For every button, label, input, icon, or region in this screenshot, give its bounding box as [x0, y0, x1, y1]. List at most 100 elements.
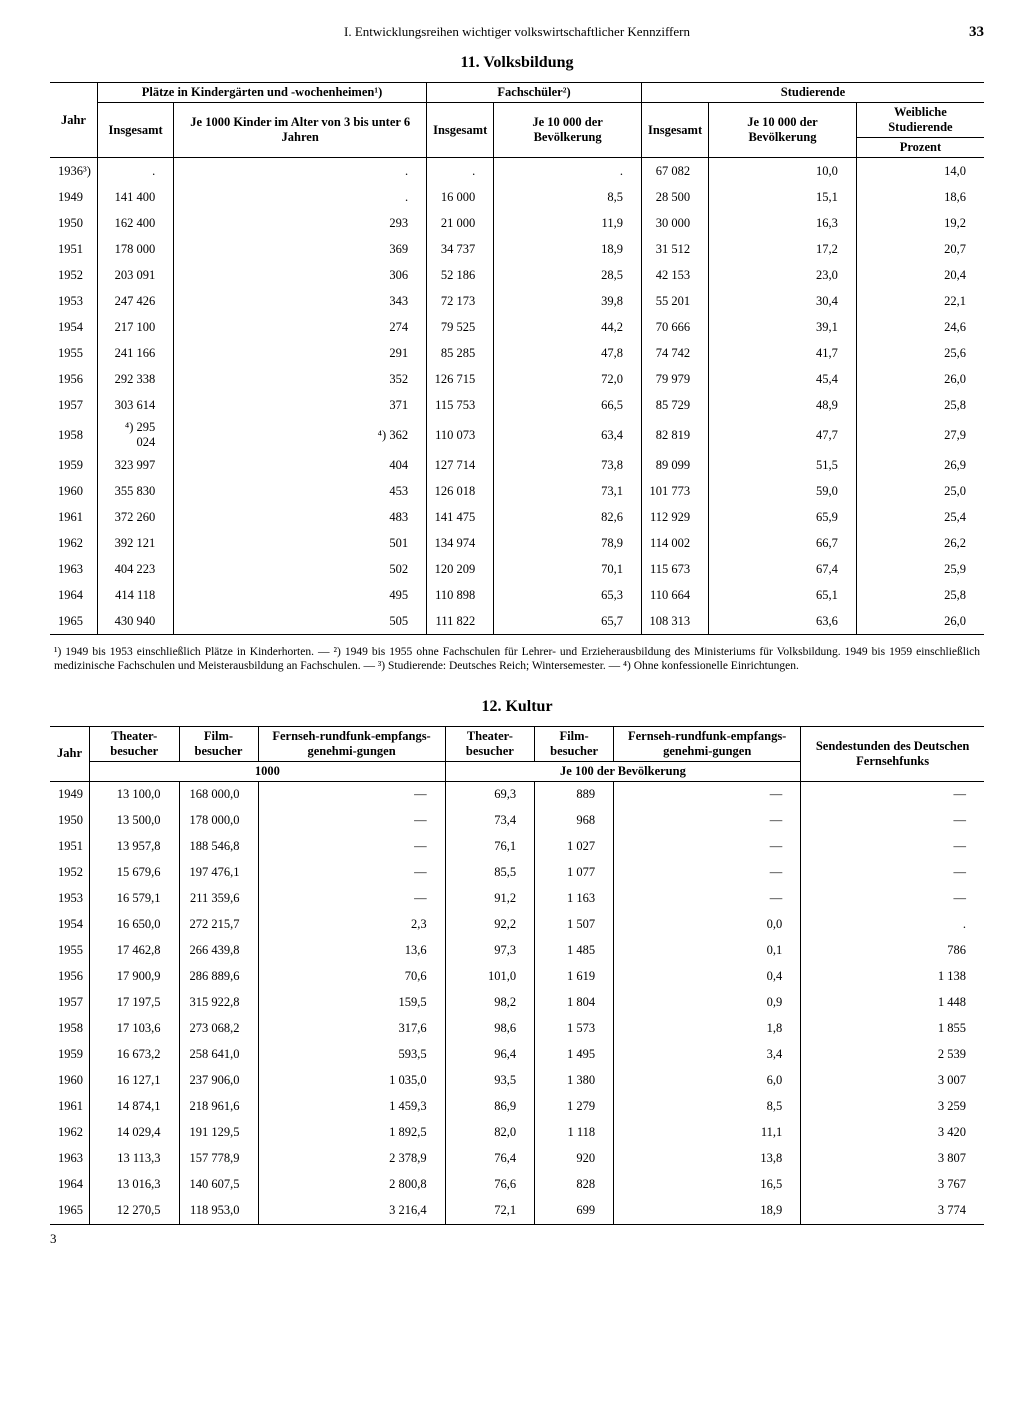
cell-value: 120 209: [427, 556, 494, 582]
cell-value: 25,9: [856, 556, 984, 582]
cell-year: 1957: [50, 392, 97, 418]
cell-value: 0,1: [614, 938, 801, 964]
cell-year: 1962: [50, 530, 97, 556]
cell-value: 110 073: [427, 418, 494, 452]
cell-value: 15 679,6: [90, 860, 180, 886]
cell-value: 65,9: [709, 504, 857, 530]
col12-th2: Theater-besucher: [445, 726, 535, 761]
cell-value: 13 113,3: [90, 1146, 180, 1172]
cell-value: 13 957,8: [90, 834, 180, 860]
cell-value: 1 485: [535, 938, 614, 964]
cell-value: 1 077: [535, 860, 614, 886]
cell-value: 13 016,3: [90, 1172, 180, 1198]
table-row: 196214 029,4191 129,51 892,582,01 11811,…: [50, 1120, 984, 1146]
table-row: 196313 113,3157 778,92 378,976,492013,83…: [50, 1146, 984, 1172]
col-fs-per: Je 10 000 der Bevölkerung: [494, 103, 642, 158]
cell-year: 1965: [50, 608, 97, 635]
cell-value: 73,4: [445, 808, 535, 834]
cell-value: 3 420: [801, 1120, 984, 1146]
cell-value: 85,5: [445, 860, 535, 886]
table-11: Jahr Plätze in Kindergärten und -wochenh…: [50, 82, 984, 635]
cell-value: 3 774: [801, 1198, 984, 1225]
cell-value: 41,7: [709, 340, 857, 366]
col-kg-per: Je 1000 Kinder im Alter von 3 bis unter …: [174, 103, 427, 158]
cell-value: 96,4: [445, 1042, 535, 1068]
cell-year: 1955: [50, 938, 90, 964]
col12-th: Theater-besucher: [90, 726, 180, 761]
cell-year: 1965: [50, 1198, 90, 1225]
table-row: 195113 957,8188 546,8—76,11 027——: [50, 834, 984, 860]
cell-value: 16 127,1: [90, 1068, 180, 1094]
cell-value: 93,5: [445, 1068, 535, 1094]
cell-value: 39,8: [494, 288, 642, 314]
col-st: Studierende: [641, 83, 984, 103]
cell-value: 197 476,1: [179, 860, 258, 886]
cell-year: 1959: [50, 452, 97, 478]
cell-value: 8,5: [614, 1094, 801, 1120]
col12-u2: Je 100 der Bevölkerung: [445, 761, 801, 781]
cell-value: —: [614, 781, 801, 808]
cell-value: 101 773: [641, 478, 708, 504]
cell-value: 98,6: [445, 1016, 535, 1042]
cell-year: 1963: [50, 556, 97, 582]
cell-value: 1 855: [801, 1016, 984, 1042]
cell-value: 13,6: [258, 938, 445, 964]
cell-value: 272 215,7: [179, 912, 258, 938]
table-row: 196413 016,3140 607,52 800,876,682816,53…: [50, 1172, 984, 1198]
cell-value: —: [801, 781, 984, 808]
table-row: 196016 127,1237 906,01 035,093,51 3806,0…: [50, 1068, 984, 1094]
cell-value: 404: [174, 452, 427, 478]
cell-value: 13 500,0: [90, 808, 180, 834]
cell-value: 1 035,0: [258, 1068, 445, 1094]
cell-value: 30 000: [641, 210, 708, 236]
cell-value: 1 892,5: [258, 1120, 445, 1146]
cell-value: .: [97, 158, 173, 185]
table-row: 1956292 338352126 71572,079 97945,426,0: [50, 366, 984, 392]
cell-value: 1 619: [535, 964, 614, 990]
cell-value: 1 163: [535, 886, 614, 912]
table-row: 1959323 997404127 71473,889 09951,526,9: [50, 452, 984, 478]
cell-value: 3,4: [614, 1042, 801, 1068]
cell-value: 2 800,8: [258, 1172, 445, 1198]
cell-value: 16 673,2: [90, 1042, 180, 1068]
cell-value: 25,4: [856, 504, 984, 530]
cell-year: 1950: [50, 210, 97, 236]
cell-value: 828: [535, 1172, 614, 1198]
cell-value: 76,4: [445, 1146, 535, 1172]
cell-value: 3 216,4: [258, 1198, 445, 1225]
section-12-title: 12. Kultur: [50, 698, 984, 716]
cell-value: 1 138: [801, 964, 984, 990]
cell-value: 141 475: [427, 504, 494, 530]
cell-value: 76,1: [445, 834, 535, 860]
cell-value: 273 068,2: [179, 1016, 258, 1042]
cell-value: 26,2: [856, 530, 984, 556]
cell-year: 1955: [50, 340, 97, 366]
cell-value: 112 929: [641, 504, 708, 530]
cell-value: —: [614, 808, 801, 834]
cell-value: 19,2: [856, 210, 984, 236]
table-row: 1960355 830453126 01873,1101 77359,025,0: [50, 478, 984, 504]
cell-year: 1961: [50, 1094, 90, 1120]
cell-value: 73,8: [494, 452, 642, 478]
cell-value: 78,9: [494, 530, 642, 556]
cell-value: 34 737: [427, 236, 494, 262]
col12-jahr: Jahr: [50, 726, 90, 781]
cell-value: 258 641,0: [179, 1042, 258, 1068]
table-row: 195013 500,0178 000,0—73,4968——: [50, 808, 984, 834]
table-row: 196512 270,5118 953,03 216,472,169918,93…: [50, 1198, 984, 1225]
page-number: 33: [969, 24, 984, 41]
cell-value: 217 100: [97, 314, 173, 340]
cell-value: 17,2: [709, 236, 857, 262]
cell-value: 10,0: [709, 158, 857, 185]
cell-value: 111 822: [427, 608, 494, 635]
cell-value: 85 285: [427, 340, 494, 366]
cell-value: 20,4: [856, 262, 984, 288]
cell-value: 343: [174, 288, 427, 314]
cell-value: 593,5: [258, 1042, 445, 1068]
table-row: 1962392 121501134 97478,9114 00266,726,2: [50, 530, 984, 556]
table-row: 195916 673,2258 641,0593,596,41 4953,42 …: [50, 1042, 984, 1068]
cell-value: .: [801, 912, 984, 938]
cell-value: 70,6: [258, 964, 445, 990]
table-12: Jahr Theater-besucher Film-besucher Fern…: [50, 726, 984, 1225]
col-fs-ins: Insgesamt: [427, 103, 494, 158]
